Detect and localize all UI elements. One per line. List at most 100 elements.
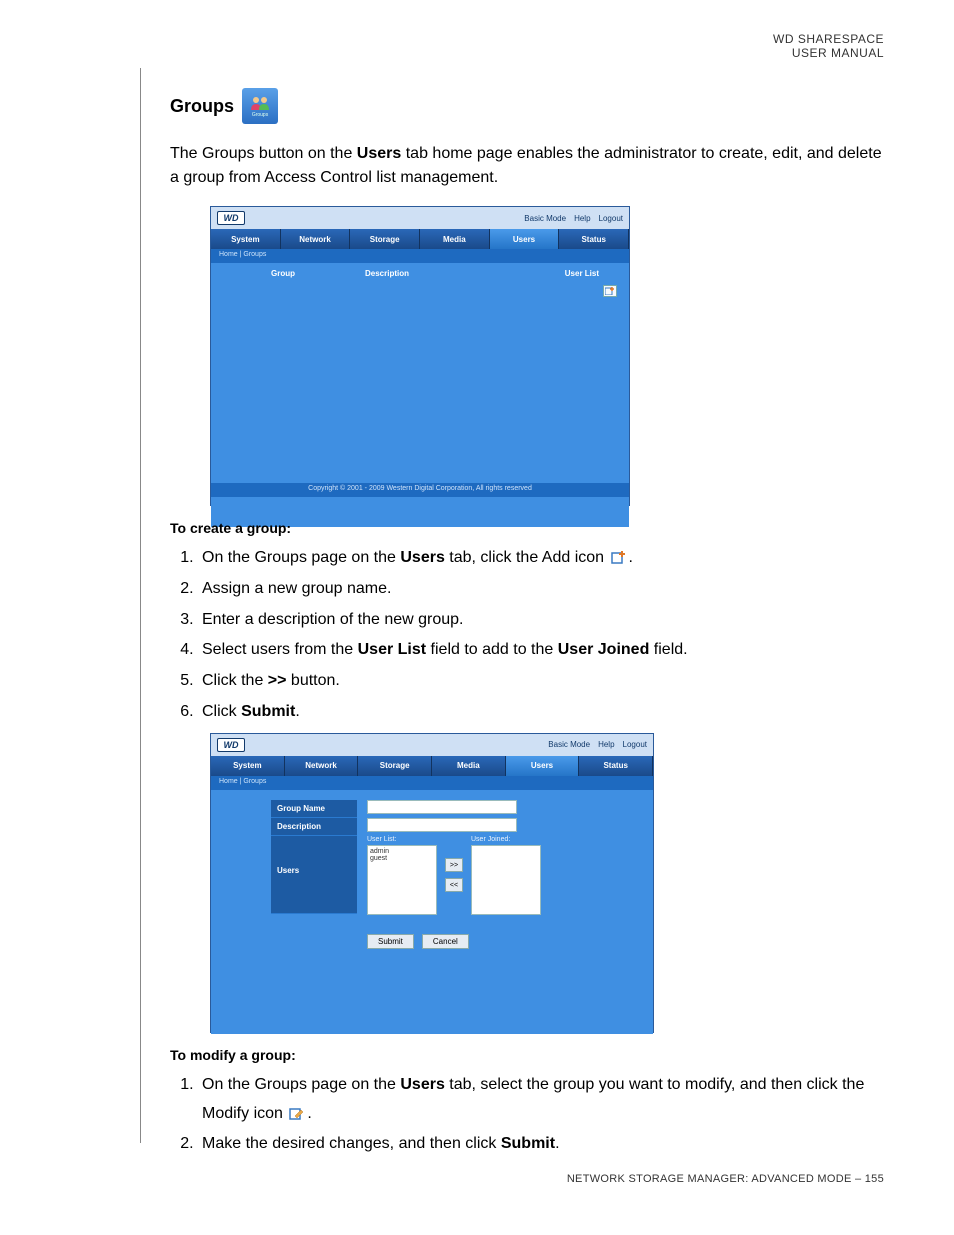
- groups-icon: Groups: [242, 88, 278, 124]
- wd-logo-icon: WD: [217, 211, 245, 225]
- header-line2: USER MANUAL: [773, 46, 884, 60]
- shot1-copyright: Copyright © 2001 - 2009 Western Digital …: [211, 483, 629, 497]
- move-buttons: >> <<: [445, 858, 463, 892]
- tab-media[interactable]: Media: [420, 229, 490, 249]
- link-basic-mode[interactable]: Basic Mode: [548, 740, 590, 749]
- m2a: Make the desired changes, and then click: [202, 1135, 501, 1152]
- tab-status[interactable]: Status: [579, 756, 653, 776]
- tab-users[interactable]: Users: [490, 229, 560, 249]
- link-help[interactable]: Help: [574, 214, 590, 223]
- group-form: Group Name Description Users User List: …: [271, 800, 541, 915]
- tab-storage[interactable]: Storage: [350, 229, 420, 249]
- create-step-3: Enter a description of the new group.: [198, 606, 890, 635]
- label-description: Description: [271, 818, 357, 836]
- user-list-caption: User List:: [367, 836, 437, 843]
- shot1-top-links: Basic Mode Help Logout: [524, 214, 623, 223]
- user-list-item-guest[interactable]: guest: [370, 855, 434, 862]
- shot2-body: Group Name Description Users User List: …: [211, 790, 653, 1020]
- create-step-5: Click the >> button.: [198, 667, 890, 696]
- cancel-button[interactable]: Cancel: [422, 934, 469, 949]
- user-list-box[interactable]: admin guest: [367, 845, 437, 915]
- user-list-item-admin[interactable]: admin: [370, 848, 434, 855]
- c1c: tab, click the Add icon: [445, 549, 609, 566]
- create-heading: To create a group:: [170, 520, 890, 536]
- col-group: Group: [271, 269, 295, 278]
- m1d: .: [307, 1105, 311, 1122]
- user-joined-box[interactable]: [471, 845, 541, 915]
- vertical-rule: [140, 68, 141, 1143]
- c6a: Click: [202, 703, 241, 720]
- link-basic-mode[interactable]: Basic Mode: [524, 214, 566, 223]
- label-group-name: Group Name: [271, 800, 357, 818]
- tab-users[interactable]: Users: [506, 756, 580, 776]
- c5c: button.: [286, 672, 339, 689]
- create-step-1: On the Groups page on the Users tab, cli…: [198, 544, 890, 573]
- label-users: Users: [271, 836, 357, 914]
- shot2-tabs: System Network Storage Media Users Statu…: [211, 756, 653, 776]
- create-step-6: Click Submit.: [198, 698, 890, 727]
- page-footer: NETWORK STORAGE MANAGER: ADVANCED MODE –…: [567, 1173, 884, 1185]
- shot2-breadcrumb: Home | Groups: [211, 776, 653, 790]
- user-lists-row: User List: admin guest >> << User Joined…: [367, 836, 541, 915]
- form-button-row: Submit Cancel: [367, 934, 469, 949]
- screenshot-group-form: WD Basic Mode Help Logout System Network…: [210, 733, 654, 1033]
- m1b: Users: [400, 1076, 444, 1093]
- modify-steps-list: On the Groups page on the Users tab, sel…: [198, 1071, 890, 1159]
- m2c: .: [555, 1135, 559, 1152]
- description-input[interactable]: [367, 818, 517, 832]
- link-logout[interactable]: Logout: [599, 214, 623, 223]
- m1a: On the Groups page on the: [202, 1076, 400, 1093]
- tab-status[interactable]: Status: [559, 229, 629, 249]
- c4a: Select users from the: [202, 641, 358, 658]
- shot2-topbar: WD Basic Mode Help Logout: [211, 734, 653, 756]
- section-title: Groups: [170, 96, 234, 117]
- modify-icon: [289, 1102, 305, 1116]
- tab-system[interactable]: System: [211, 756, 285, 776]
- tab-system[interactable]: System: [211, 229, 281, 249]
- c5b: >>: [268, 672, 287, 689]
- form-fields: User List: admin guest >> << User Joined…: [357, 800, 541, 915]
- intro-bold-users: Users: [357, 145, 401, 162]
- add-group-button[interactable]: [603, 285, 617, 297]
- c1b: Users: [400, 549, 444, 566]
- form-labels: Group Name Description Users: [271, 800, 357, 915]
- c1d: .: [629, 549, 633, 566]
- user-list-col: User List: admin guest: [367, 836, 437, 915]
- move-right-button[interactable]: >>: [445, 858, 463, 872]
- user-joined-caption: User Joined:: [471, 836, 541, 843]
- c1a: On the Groups page on the: [202, 549, 400, 566]
- screenshot-groups-list: WD Basic Mode Help Logout System Network…: [210, 206, 630, 506]
- col-user-list: User List: [565, 269, 599, 278]
- c5a: Click the: [202, 672, 268, 689]
- shot2-bottom-pad: [211, 1020, 653, 1034]
- create-steps-list: On the Groups page on the Users tab, cli…: [198, 544, 890, 727]
- col-description: Description: [365, 269, 409, 278]
- move-left-button[interactable]: <<: [445, 878, 463, 892]
- modify-heading: To modify a group:: [170, 1047, 890, 1063]
- shot1-add-row: [603, 285, 617, 297]
- group-name-input[interactable]: [367, 800, 517, 814]
- modify-step-2: Make the desired changes, and then click…: [198, 1130, 890, 1159]
- intro-text-1: The Groups button on the: [170, 145, 357, 162]
- groups-icon-caption: Groups: [252, 112, 268, 118]
- add-icon: [611, 546, 627, 560]
- main-content: Groups Groups The Groups button on the U…: [170, 88, 890, 1161]
- submit-button[interactable]: Submit: [367, 934, 414, 949]
- shot1-topbar: WD Basic Mode Help Logout: [211, 207, 629, 229]
- tab-network[interactable]: Network: [285, 756, 359, 776]
- link-help[interactable]: Help: [598, 740, 614, 749]
- shot1-tabs: System Network Storage Media Users Statu…: [211, 229, 629, 249]
- tab-storage[interactable]: Storage: [358, 756, 432, 776]
- m2b: Submit: [501, 1135, 555, 1152]
- c6c: .: [295, 703, 299, 720]
- shot1-column-headers: Group Description User List: [211, 263, 629, 282]
- intro-paragraph: The Groups button on the Users tab home …: [170, 142, 890, 190]
- tab-media[interactable]: Media: [432, 756, 506, 776]
- c4c: field to add to the: [426, 641, 558, 658]
- link-logout[interactable]: Logout: [623, 740, 647, 749]
- c4b: User List: [358, 641, 426, 658]
- page-header: WD SHARESPACE USER MANUAL: [773, 32, 884, 60]
- tab-network[interactable]: Network: [281, 229, 351, 249]
- shot2-top-links: Basic Mode Help Logout: [548, 740, 647, 749]
- user-joined-col: User Joined:: [471, 836, 541, 915]
